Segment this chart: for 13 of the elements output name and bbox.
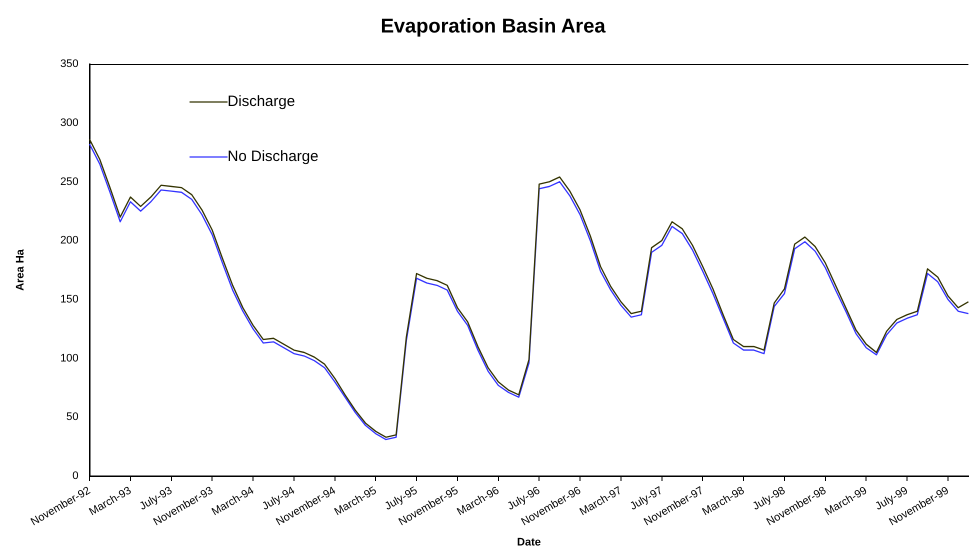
y-axis-title: Area Ha [14,248,27,291]
legend-label: No Discharge [228,148,318,166]
y-tick-label: 50 [66,411,79,424]
y-tick-label: 350 [60,58,79,70]
legend-label: Discharge [228,93,296,110]
y-tick-label: 250 [60,176,79,188]
y-tick-label: 100 [60,352,79,364]
y-tick-label: 0 [72,470,79,482]
x-axis-title: Date [517,536,541,548]
y-tick-label: 200 [60,234,79,247]
y-tick-label: 150 [60,293,79,306]
chart-title: Evaporation Basin Area [380,16,606,38]
y-tick-label: 300 [60,116,79,129]
